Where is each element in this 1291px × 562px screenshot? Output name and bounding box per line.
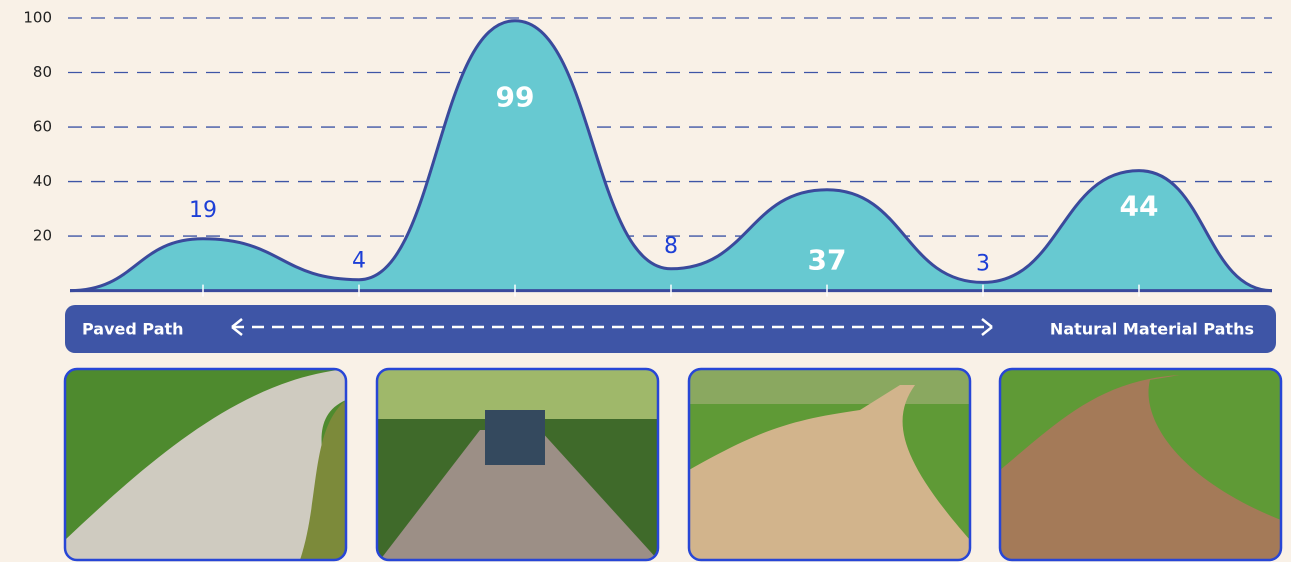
y-tick-label: 60 xyxy=(33,118,52,136)
value-label: 19 xyxy=(189,198,217,223)
area-line xyxy=(202,19,1140,284)
plot: 20 40 60 80 100 19 4 99 8 37 3 44 xyxy=(23,9,1273,297)
photo-paved xyxy=(65,369,346,560)
value-label: 37 xyxy=(808,244,847,277)
left-label: Paved Path xyxy=(82,320,184,339)
photo-frame xyxy=(63,367,348,562)
y-tick-label: 20 xyxy=(33,227,52,245)
value-label: 99 xyxy=(496,81,535,114)
photo-frame xyxy=(375,367,660,562)
photo-gravel xyxy=(689,369,970,560)
photo-frame xyxy=(998,367,1283,562)
area-tail xyxy=(69,237,204,293)
photo-frame xyxy=(687,367,972,562)
y-tick-label: 100 xyxy=(23,9,52,27)
area-tail xyxy=(1138,169,1273,293)
scale-banner xyxy=(65,305,1276,353)
area-fill xyxy=(70,20,1272,291)
arrow-heads xyxy=(231,318,993,336)
y-tick-label: 40 xyxy=(33,172,52,190)
right-label: Natural Material Paths xyxy=(1050,320,1254,339)
photo-pavers xyxy=(377,369,658,560)
y-tick-label: 80 xyxy=(33,63,52,81)
value-label: 3 xyxy=(976,251,990,276)
value-label: 44 xyxy=(1120,190,1159,223)
photo-mulch xyxy=(1000,369,1281,560)
value-label: 8 xyxy=(664,234,678,259)
value-label: 4 xyxy=(352,249,366,274)
